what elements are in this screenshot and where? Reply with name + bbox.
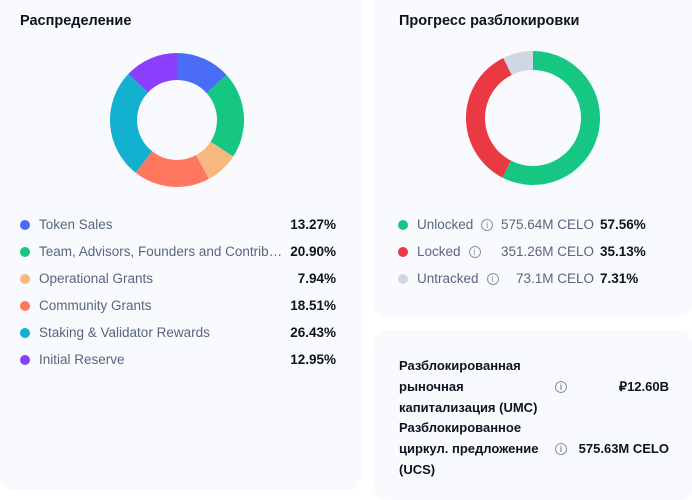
legend-dot [398, 246, 408, 257]
legend-percent: 20.90% [290, 244, 336, 259]
donut-slice[interactable] [177, 53, 227, 94]
legend-item: Locked i 351.26M CELO 35.13% [398, 238, 658, 265]
info-icon[interactable]: i [468, 245, 481, 258]
umc-value: ₽12.60B [618, 379, 669, 394]
legend-label: Unlocked [417, 217, 474, 232]
legend-label: Operational Grants [39, 271, 154, 286]
legend-percent: 7.94% [297, 271, 336, 286]
legend-item: Token Sales 13.27% [20, 211, 336, 238]
unlock-stats-card [374, 330, 692, 500]
info-icon[interactable]: i [481, 218, 494, 231]
legend-item: Staking & Validator Rewards 26.43% [20, 319, 336, 346]
info-icon[interactable]: i [555, 380, 567, 393]
unlock-legend: Unlocked i 575.64M CELO 57.56% Locked i 351.26… [398, 211, 658, 292]
legend-dot [398, 273, 408, 284]
legend-item: Untracked i 73.1M CELO 7.31% [398, 265, 658, 292]
legend-label: Community Grants [39, 298, 152, 313]
unlock-donut-chart [466, 51, 600, 185]
legend-dot [20, 300, 30, 311]
legend-percent: 18.51% [290, 298, 336, 313]
legend-label: Untracked [417, 271, 479, 286]
donut-slice[interactable] [110, 73, 153, 173]
legend-dot [398, 219, 408, 230]
legend-percent: 7.31% [600, 271, 639, 286]
legend-percent: 35.13% [600, 244, 646, 259]
ucs-value: 575.63M CELO [578, 441, 669, 456]
unlock-progress-title: Прогресс разблокировки [399, 13, 580, 29]
legend-dot [20, 219, 30, 230]
legend-item: Team, Advisors, Founders and Contributor… [20, 238, 336, 265]
donut-slice[interactable] [466, 57, 512, 178]
donut-slice[interactable] [196, 141, 234, 179]
umc-stat: Разблокированная рыночная капитализация … [399, 355, 669, 418]
distribution-card [0, 0, 361, 490]
legend-item: Unlocked i 575.64M CELO 57.56% [398, 211, 658, 238]
ucs-stat: Разблокированное циркул. предложение (UC… [399, 417, 669, 480]
info-icon[interactable]: i [486, 272, 499, 285]
legend-amount: 73.1M CELO [515, 271, 594, 286]
legend-dot [20, 354, 30, 365]
legend-dot [20, 273, 30, 284]
legend-amount: 575.64M CELO [500, 217, 594, 232]
legend-percent: 26.43% [290, 325, 336, 340]
distribution-donut-chart [110, 53, 244, 187]
legend-percent: 12.95% [290, 352, 336, 367]
legend-label: Staking & Validator Rewards [39, 325, 210, 340]
legend-percent: 57.56% [600, 217, 646, 232]
umc-label: Разблокированная рыночная капитализация … [399, 358, 538, 415]
legend-label: Token Sales [39, 217, 113, 232]
legend-item: Operational Grants 7.94% [20, 265, 336, 292]
legend-item: Community Grants 18.51% [20, 292, 336, 319]
legend-label: Locked [417, 244, 461, 259]
donut-slice[interactable] [502, 51, 600, 185]
donut-slice[interactable] [128, 53, 177, 93]
info-icon[interactable]: i [555, 442, 567, 455]
donut-slice[interactable] [503, 51, 533, 75]
legend-dot [20, 246, 30, 257]
distribution-legend: Token Sales 13.27% Team, Advisors, Founder… [20, 211, 336, 373]
distribution-title: Распределение [20, 13, 132, 29]
ucs-label: Разблокированное циркул. предложение (UC… [399, 420, 539, 477]
legend-label: Team, Advisors, Founders and Contributor… [39, 244, 291, 259]
legend-label: Initial Reserve [39, 352, 125, 367]
legend-dot [20, 327, 30, 338]
donut-slice[interactable] [206, 74, 244, 157]
legend-item: Initial Reserve 12.95% [20, 346, 336, 373]
donut-slice[interactable] [135, 151, 209, 187]
legend-percent: 13.27% [290, 217, 336, 232]
legend-amount: 351.26M CELO [500, 244, 594, 259]
